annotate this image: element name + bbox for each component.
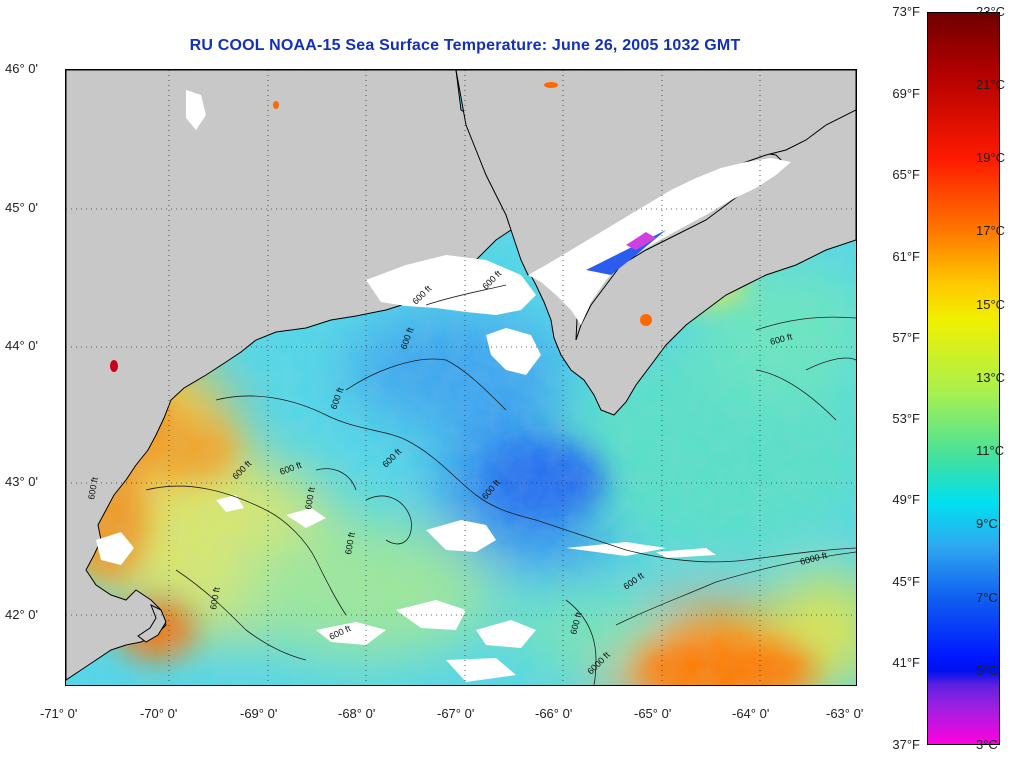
bathymetry-contours <box>145 284 856 685</box>
contour-label: 600 ft <box>343 531 357 555</box>
colorbar-fahrenheit-label: 45°F <box>892 574 920 589</box>
longitude-label: -68° 0' <box>338 706 376 721</box>
colorbar-fahrenheit-label: 57°F <box>892 330 920 345</box>
latitude-label: 45° 0' <box>5 200 38 215</box>
colorbar-fahrenheit-label: 65°F <box>892 167 920 182</box>
colorbar-fahrenheit-label: 37°F <box>892 737 920 752</box>
graticule <box>66 70 856 685</box>
land-masses <box>66 70 856 681</box>
colorbar-celsius-label: 21°C <box>976 77 1006 92</box>
longitude-label: -66° 0' <box>535 706 573 721</box>
longitude-label: -67° 0' <box>437 706 475 721</box>
bay-of-fundy-cloud <box>528 158 791 325</box>
contour-label: 600 ft <box>208 586 222 610</box>
colorbar-fahrenheit-label: 73°F <box>892 4 920 19</box>
colorbar-fahrenheit-label: 61°F <box>892 249 920 264</box>
latitude-label: 42° 0' <box>5 607 38 622</box>
colorbar-fahrenheit-label: 41°F <box>892 655 920 670</box>
colorbar-celsius-label: 11°C <box>976 443 1005 458</box>
colorbar-celsius-label: 15°C <box>976 297 1006 312</box>
colorbar-celsius-label: 19°C <box>976 150 1006 165</box>
colorbar-fahrenheit-label: 69°F <box>892 86 920 101</box>
map-title: RU COOL NOAA-15 Sea Surface Temperature:… <box>189 37 741 54</box>
warm-specks <box>110 82 652 372</box>
colorbar-celsius-label: 3°C <box>976 737 998 752</box>
colorbar-fahrenheit-label: 49°F <box>892 492 920 507</box>
longitude-label: -71° 0' <box>40 706 78 721</box>
colorbar-fahrenheit-label: 53°F <box>892 411 920 426</box>
colorbar-celsius-label: 5°C <box>976 663 998 678</box>
longitude-label: -65° 0' <box>634 706 672 721</box>
cloud-masks <box>96 90 716 682</box>
sst-map-canvas: 600 ft 600 ft 600 ft 600 ft 600 ft 600 f… <box>66 70 856 685</box>
longitude-label: -70° 0' <box>140 706 178 721</box>
longitude-label: -64° 0' <box>732 706 770 721</box>
contour-label: 600 ft <box>86 476 100 500</box>
temperature-colorbar <box>927 12 1000 745</box>
latitude-label: 46° 0' <box>5 61 38 76</box>
contour-label: 600 ft <box>303 486 317 510</box>
colorbar-celsius-label: 9°C <box>976 516 998 531</box>
colorbar-celsius-label: 23°C <box>976 4 1006 19</box>
longitude-label: -63° 0' <box>826 706 864 721</box>
sst-map[interactable]: 600 ft 600 ft 600 ft 600 ft 600 ft 600 f… <box>65 69 857 686</box>
latitude-label: 43° 0' <box>5 474 38 489</box>
colorbar-celsius-label: 17°C <box>976 223 1006 238</box>
colorbar-celsius-label: 7°C <box>976 590 998 605</box>
colorbar-celsius-label: 13°C <box>976 370 1006 385</box>
latitude-label: 44° 0' <box>5 338 38 353</box>
longitude-label: -69° 0' <box>240 706 278 721</box>
